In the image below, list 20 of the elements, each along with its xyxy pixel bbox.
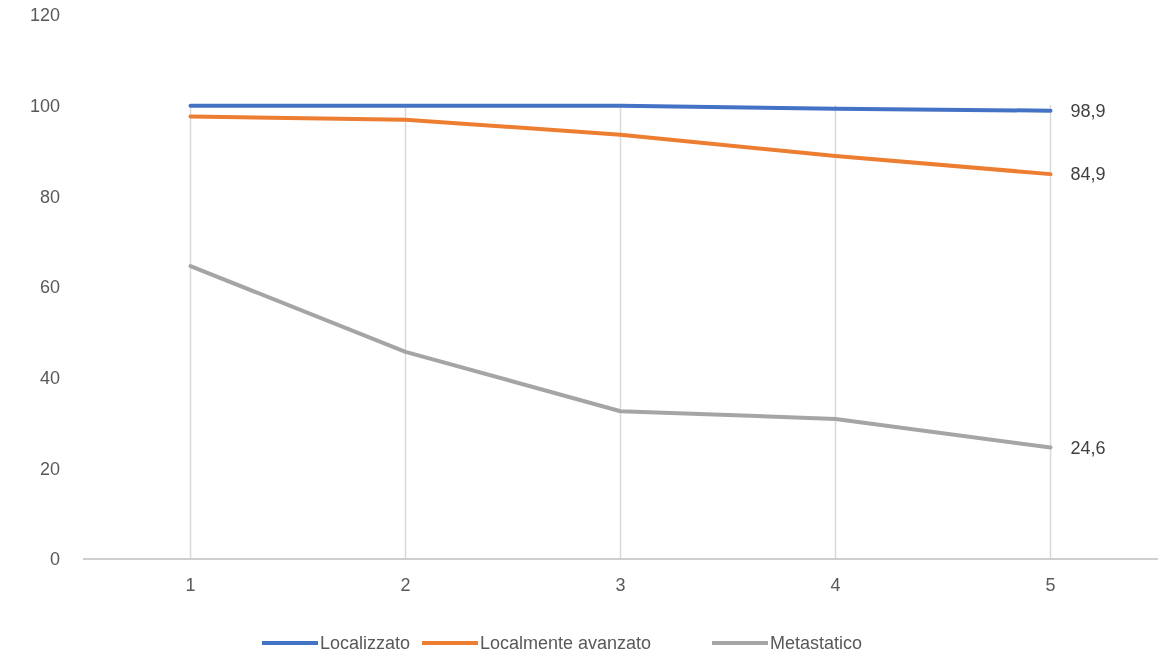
x-tick-label: 4 [830,575,841,595]
y-tick-label: 80 [39,186,60,207]
legend-label: Localizzato [320,633,411,654]
line-series [188,114,1053,177]
y-tick-label: 20 [39,458,60,479]
data-label: 24,6 [1070,437,1106,458]
line-series [188,264,1053,450]
legend-label: Metastatico [770,633,863,654]
x-tick-label: 2 [400,575,411,595]
y-tick-label: 40 [39,367,60,388]
x-tick-label: 1 [185,575,196,595]
y-tick-label: 100 [29,95,60,116]
y-tick-label: 120 [29,5,60,26]
data-label: 98,9 [1070,100,1106,121]
legend-label: Localmente avanzato [480,633,652,654]
x-tick-label: 5 [1045,575,1056,595]
y-tick-label: 60 [39,277,60,298]
y-tick-label: 0 [49,549,60,570]
x-tick-label: 3 [615,575,626,595]
data-label: 84,9 [1070,164,1106,185]
